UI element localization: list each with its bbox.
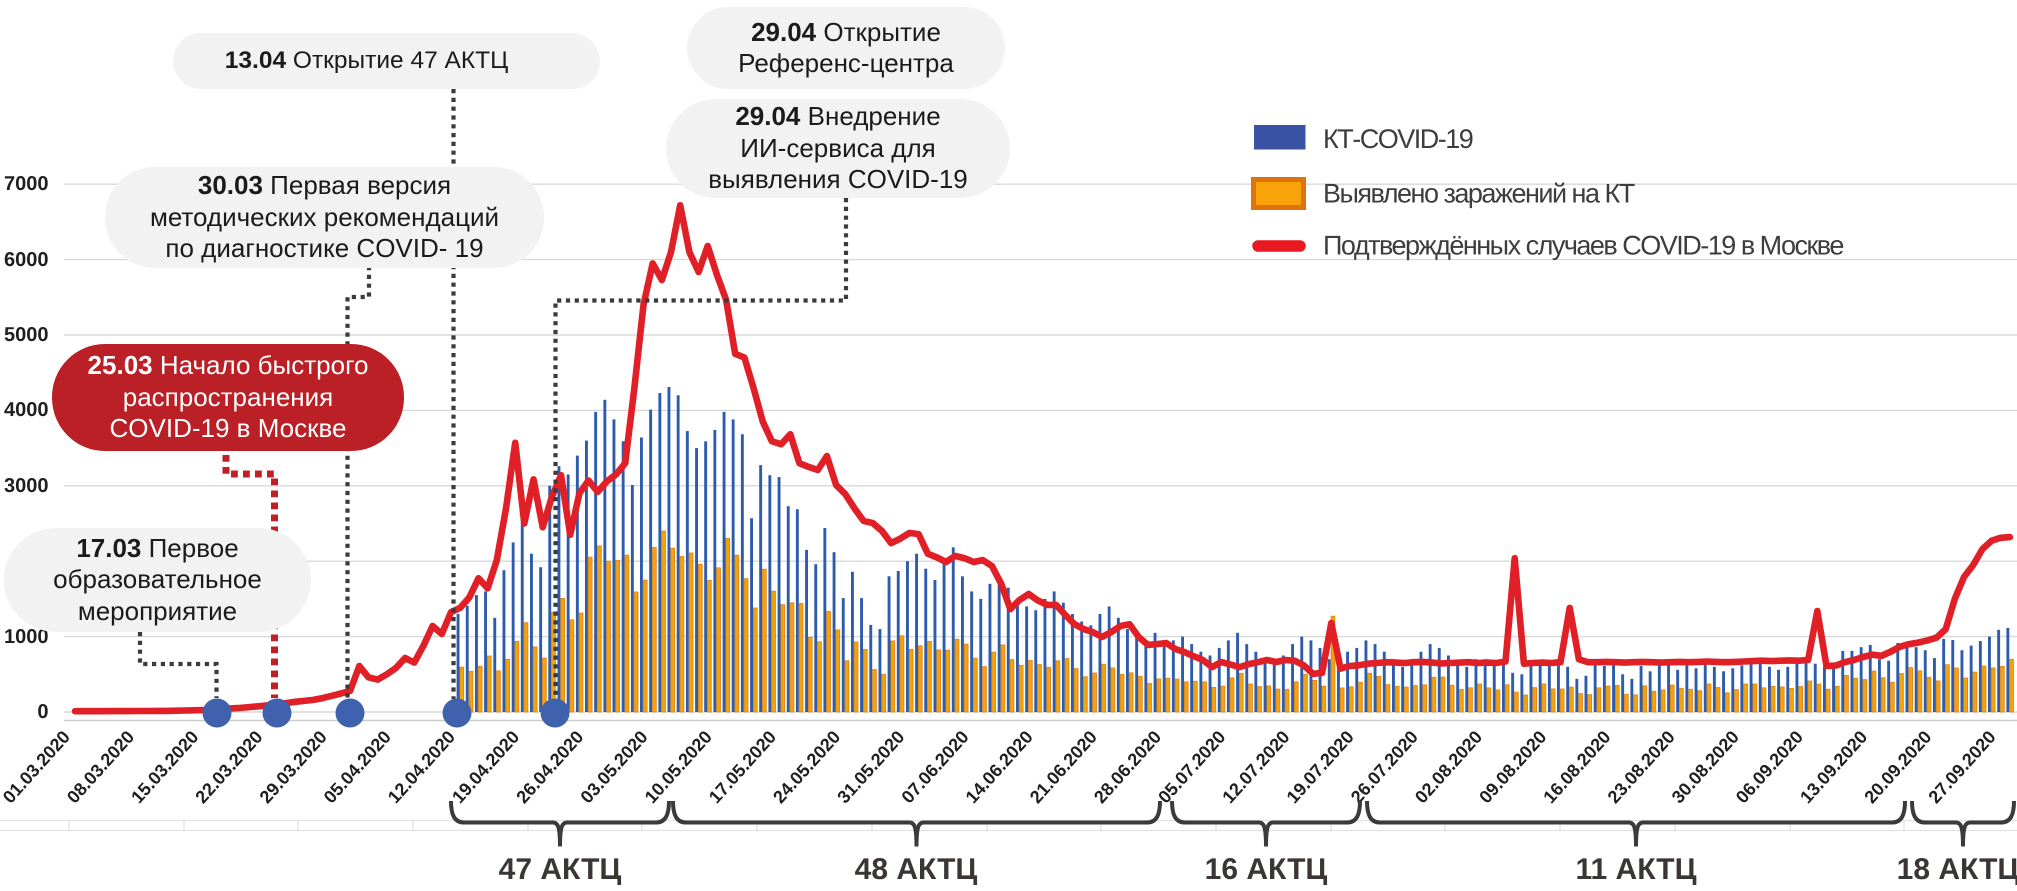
svg-text:22.03.2020: 22.03.2020	[191, 727, 266, 807]
svg-text:11 АКТЦ: 11 АКТЦ	[1575, 853, 1696, 886]
svg-text:4000: 4000	[4, 399, 49, 421]
svg-text:01.03.2020: 01.03.2020	[0, 727, 74, 807]
svg-text:3000: 3000	[4, 475, 49, 497]
svg-text:48 АКТЦ: 48 АКТЦ	[855, 853, 978, 886]
svg-text:5000: 5000	[4, 324, 49, 346]
svg-text:08.03.2020: 08.03.2020	[63, 727, 138, 807]
svg-text:05.04.2020: 05.04.2020	[320, 727, 395, 807]
svg-text:09.08.2020: 09.08.2020	[1475, 727, 1550, 807]
svg-text:19.07.2020: 19.07.2020	[1283, 727, 1358, 807]
svg-text:31.05.2020: 31.05.2020	[833, 727, 908, 807]
svg-text:29.03.2020: 29.03.2020	[256, 727, 331, 807]
svg-text:19.04.2020: 19.04.2020	[448, 727, 523, 807]
svg-text:0: 0	[37, 701, 48, 723]
svg-text:07.06.2020: 07.06.2020	[898, 727, 973, 807]
svg-text:23.08.2020: 23.08.2020	[1604, 727, 1679, 807]
svg-text:16 АКТЦ: 16 АКТЦ	[1205, 853, 1328, 886]
svg-text:13.09.2020: 13.09.2020	[1796, 727, 1871, 807]
svg-text:18 АКТЦ: 18 АКТЦ	[1897, 853, 2017, 886]
svg-text:24.05.2020: 24.05.2020	[769, 727, 844, 807]
svg-text:02.08.2020: 02.08.2020	[1411, 727, 1486, 807]
svg-text:05.07.2020: 05.07.2020	[1154, 727, 1229, 807]
svg-text:03.05.2020: 03.05.2020	[577, 727, 652, 807]
svg-text:14.06.2020: 14.06.2020	[962, 727, 1037, 807]
svg-text:12.04.2020: 12.04.2020	[384, 727, 459, 807]
svg-text:20.09.2020: 20.09.2020	[1860, 727, 1935, 807]
svg-text:6000: 6000	[4, 249, 49, 271]
svg-text:Подтверждённых случаев COVID-1: Подтверждённых случаев COVID-19 в Москве	[1323, 231, 1843, 261]
svg-text:17.05.2020: 17.05.2020	[705, 727, 780, 807]
svg-text:Выявлено заражений на КТ: Выявлено заражений на КТ	[1323, 179, 1635, 209]
svg-text:26.07.2020: 26.07.2020	[1347, 727, 1422, 807]
svg-text:47 АКТЦ: 47 АКТЦ	[499, 853, 622, 886]
svg-text:30.08.2020: 30.08.2020	[1668, 727, 1743, 807]
svg-text:КТ-COVID-19: КТ-COVID-19	[1323, 124, 1473, 154]
svg-text:1000: 1000	[4, 626, 49, 648]
svg-text:26.04.2020: 26.04.2020	[512, 727, 587, 807]
svg-text:12.07.2020: 12.07.2020	[1218, 727, 1293, 807]
svg-text:16.08.2020: 16.08.2020	[1539, 727, 1614, 807]
svg-text:27.09.2020: 27.09.2020	[1925, 727, 2000, 807]
svg-text:21.06.2020: 21.06.2020	[1026, 727, 1101, 807]
svg-text:7000: 7000	[4, 173, 49, 195]
svg-text:10.05.2020: 10.05.2020	[641, 727, 716, 807]
svg-text:06.09.2020: 06.09.2020	[1732, 727, 1807, 807]
svg-text:28.06.2020: 28.06.2020	[1090, 727, 1165, 807]
svg-text:15.03.2020: 15.03.2020	[127, 727, 202, 807]
